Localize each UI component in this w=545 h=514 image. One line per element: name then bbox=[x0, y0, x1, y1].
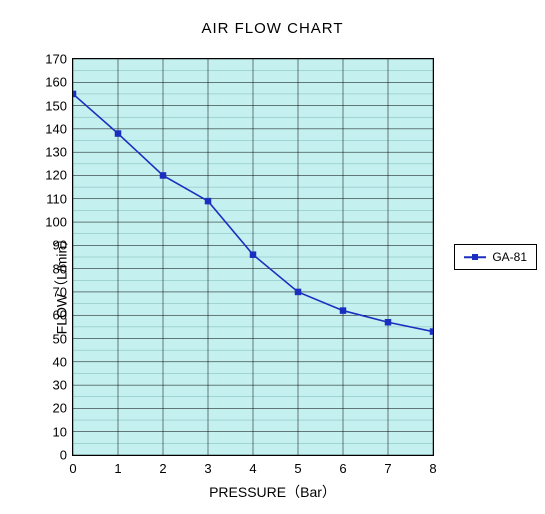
x-tick-label: 0 bbox=[69, 461, 76, 476]
y-tick-label: 130 bbox=[45, 145, 67, 160]
y-tick-label: 140 bbox=[45, 121, 67, 136]
y-tick-label: 100 bbox=[45, 215, 67, 230]
y-tick-label: 80 bbox=[53, 261, 67, 276]
x-tick-label: 3 bbox=[204, 461, 211, 476]
y-tick-label: 20 bbox=[53, 401, 67, 416]
x-tick-label: 5 bbox=[294, 461, 301, 476]
y-tick-label: 10 bbox=[53, 424, 67, 439]
y-tick-label: 120 bbox=[45, 168, 67, 183]
legend: GA-81 bbox=[454, 244, 537, 270]
chart-container: AIR FLOW CHART FLOW（L/min） PRESSURE（Bar）… bbox=[0, 0, 545, 514]
plot-area: 0102030405060708090100110120130140150160… bbox=[72, 58, 434, 456]
legend-label: GA-81 bbox=[492, 250, 527, 264]
y-tick-label: 110 bbox=[46, 191, 67, 206]
x-axis-label: PRESSURE（Bar） bbox=[0, 482, 545, 502]
legend-swatch bbox=[464, 252, 486, 262]
chart-title: AIR FLOW CHART bbox=[0, 20, 545, 37]
y-tick-label: 70 bbox=[53, 284, 67, 299]
legend-marker-icon bbox=[472, 254, 478, 260]
x-tick-label: 1 bbox=[114, 461, 121, 476]
y-tick-label: 30 bbox=[53, 378, 67, 393]
y-tick-label: 60 bbox=[53, 308, 67, 323]
y-tick-label: 150 bbox=[45, 98, 67, 113]
y-tick-label: 170 bbox=[45, 52, 67, 67]
x-tick-label: 4 bbox=[249, 461, 256, 476]
y-tick-label: 90 bbox=[53, 238, 67, 253]
plot-svg bbox=[73, 59, 433, 455]
y-tick-label: 160 bbox=[45, 75, 67, 90]
x-tick-label: 2 bbox=[159, 461, 166, 476]
x-tick-label: 7 bbox=[384, 461, 391, 476]
x-tick-label: 6 bbox=[339, 461, 346, 476]
y-tick-label: 40 bbox=[53, 354, 67, 369]
y-tick-label: 0 bbox=[60, 448, 67, 463]
y-tick-label: 50 bbox=[53, 331, 67, 346]
x-tick-label: 8 bbox=[429, 461, 436, 476]
